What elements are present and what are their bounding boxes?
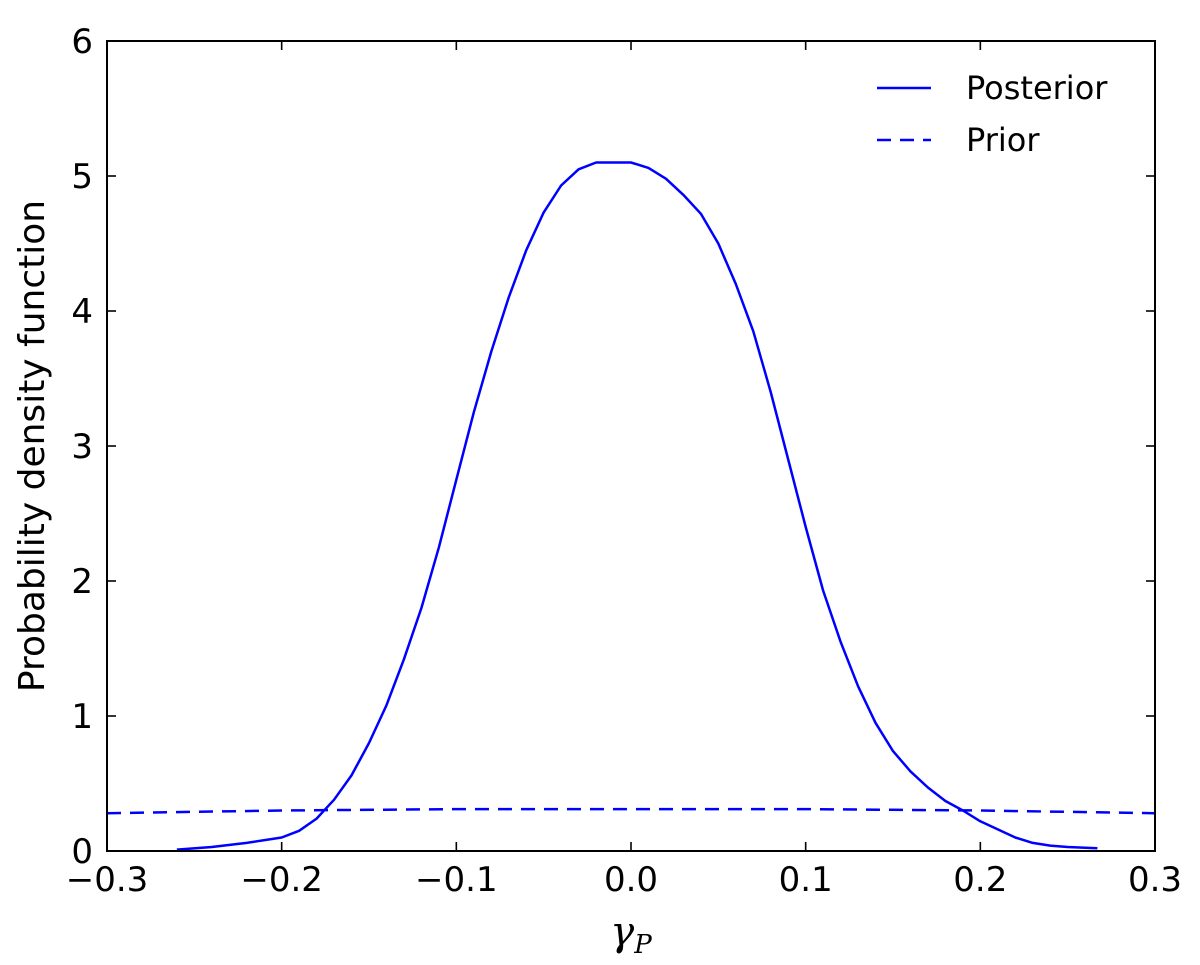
y-tick-label: 1 [71,697,93,737]
x-tick-label: −0.1 [415,860,498,900]
y-tick-label: 6 [71,22,93,62]
y-tick-label: 3 [71,427,93,467]
tick-labels-layer: −0.3 −0.2 −0.1 0.0 0.1 0.2 0.3 0 1 2 3 4 5 6 [66,22,1182,900]
y-tick-label: 0 [71,832,93,872]
legend-label-prior: Prior [966,121,1040,159]
x-tick-label: 0.2 [953,860,1007,900]
x-tick-label: 0.3 [1128,860,1182,900]
x-tick-label: 0.0 [604,860,658,900]
series-line-prior [106,807,1156,815]
ticks-layer [106,40,1156,852]
y-tick-label: 4 [71,292,93,332]
x-tick-label: −0.3 [66,860,149,900]
x-axis-label-subscript: P [633,930,652,960]
x-axis-label-symbol: γ [610,909,634,955]
x-tick-label: 0.1 [779,860,833,900]
y-axis-label: Probability density function [12,200,53,692]
series-line-posterior [176,161,1098,851]
legend: Posterior Prior [877,69,1108,159]
legend-label-posterior: Posterior [966,69,1108,107]
y-tick-label: 2 [71,562,93,602]
series-layer [106,161,1156,851]
x-axis-label: γP [610,909,652,960]
x-tick-label: −0.2 [240,860,323,900]
y-tick-label: 5 [71,157,93,197]
